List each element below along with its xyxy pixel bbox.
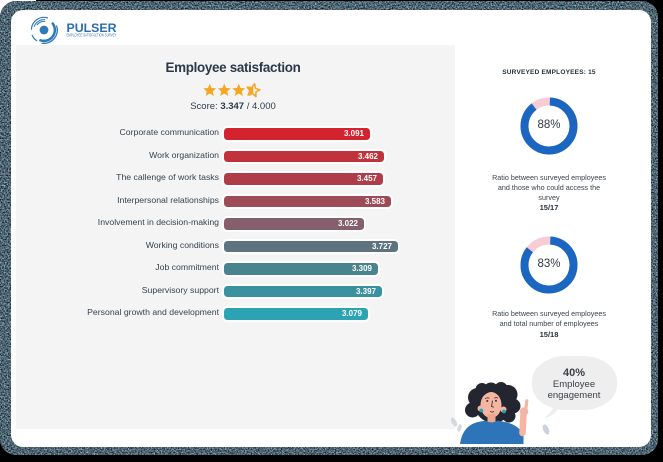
svg-text:EMPLOYEE SATISFACTION SURVEY: EMPLOYEE SATISFACTION SURVEY	[67, 33, 117, 38]
svg-text:PULSER: PULSER	[67, 21, 117, 35]
